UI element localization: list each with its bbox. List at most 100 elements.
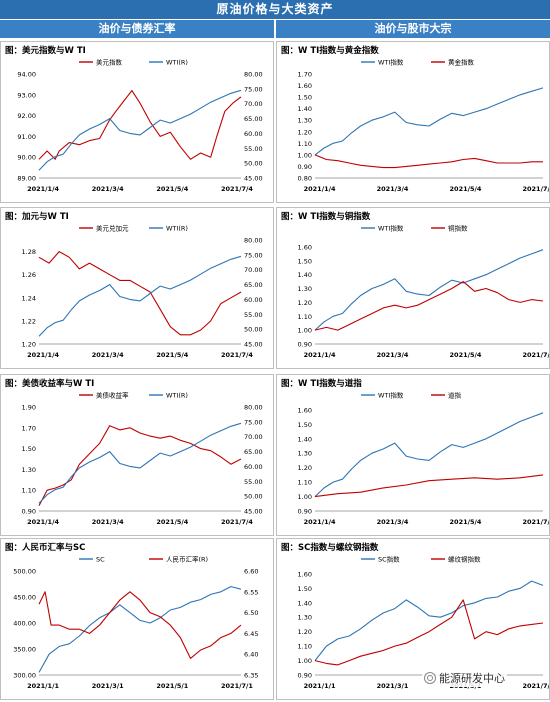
x-tick-label: 2021/7/4	[221, 185, 253, 193]
main-title: 原油价格与大类资产	[0, 0, 550, 19]
series-line-1	[38, 425, 242, 507]
series-line-1	[38, 90, 242, 160]
y-tick-label-left: 500.00	[13, 568, 36, 576]
series-line-2	[314, 599, 544, 666]
y-tick-label-left: 350.00	[13, 646, 36, 654]
y-tick-label-left: 1.50	[298, 257, 312, 265]
chart-title: 图：W TI指数与黄金指数	[281, 46, 379, 56]
x-tick-label: 2021/7/4	[522, 351, 550, 359]
y-tick-label-left: 1.30	[298, 614, 312, 622]
x-tick-label: 2021/5/4	[450, 518, 482, 526]
chart-plot: 0.90 1.00 1.10 1.20 1.30 1.40 1.50 1.60 2021/1/4…	[298, 391, 550, 527]
y-tick-label-right: 6.40	[244, 651, 258, 659]
y-tick-label-left: 0.90	[298, 163, 312, 171]
y-tick-label-left: 1.60	[298, 243, 312, 251]
y-tick-label-left: 1.20	[22, 341, 36, 349]
y-tick-label-left: 400.00	[13, 620, 36, 628]
x-tick-label: 2021/3/4	[92, 518, 124, 526]
series-line-2	[314, 281, 544, 331]
series-line-2	[314, 474, 544, 498]
legend-label: WTI指数	[378, 58, 404, 67]
y-tick-label-left: 1.50	[22, 445, 36, 453]
chart-plot: 0.80 0.90 1.00 1.10 1.20 1.30 1.40 1.50 1.60 1.70…	[298, 58, 550, 194]
chart-plot: 0.90 1.00 1.10 1.20 1.30 1.40 1.50 1.60 2021/1/4…	[298, 224, 550, 360]
y-tick-label-left: 1.30	[22, 466, 36, 474]
y-tick-label-left: 1.00	[298, 151, 312, 159]
y-tick-label-left: 0.90	[298, 672, 312, 680]
y-tick-label-right: 70.00	[244, 433, 263, 441]
legend-label: WTI(R)	[166, 392, 188, 400]
y-tick-label-right: 60.00	[244, 463, 263, 471]
x-tick-label: 2021/1/4	[27, 185, 59, 193]
x-tick-label: 2021/3/4	[377, 185, 409, 193]
y-tick-label-right: 75.00	[244, 418, 263, 426]
x-tick-label: 2021/5/4	[156, 351, 188, 359]
x-tick-label: 2021/7/4	[221, 518, 253, 526]
y-tick-label-right: 65.00	[244, 448, 263, 456]
y-tick-label-left: 1.40	[298, 435, 312, 443]
y-tick-label-left: 300.00	[13, 672, 36, 680]
legend-label: 螺纹钢指数	[448, 555, 481, 564]
series-line-2	[38, 255, 242, 337]
y-tick-label-left: 1.00	[298, 327, 312, 335]
y-tick-label-left: 94.00	[17, 71, 36, 79]
x-tick-label: 2021/3/4	[92, 185, 124, 193]
y-tick-label-left: 1.10	[298, 479, 312, 487]
y-tick-label-left: 1.30	[298, 285, 312, 293]
chart-panel-4: 图：人民币汇率与SC 300.00 350.00 400.00 450.00 500.00…	[0, 538, 274, 700]
x-tick-label: 2021/7/4	[522, 518, 550, 526]
x-tick-label: 2021/3/1	[92, 682, 124, 690]
chart-panel-8: 图：SC指数与螺纹钢指数 0.90 1.00 1.10 1.20 1.30 1.40 1.50…	[276, 538, 550, 700]
x-tick-label: 2021/1/4	[304, 185, 336, 193]
legend-label: 黄金指数	[448, 58, 475, 67]
series-line-2	[38, 422, 242, 504]
y-tick-label-left: 1.30	[298, 450, 312, 458]
x-tick-label: 2021/7/4	[522, 185, 550, 193]
y-tick-label-left: 1.60	[298, 406, 312, 414]
y-tick-label-left: 1.00	[298, 657, 312, 665]
series-line-2	[314, 154, 543, 169]
y-tick-label-left: 1.50	[298, 94, 312, 102]
x-tick-label: 2021/7/1	[522, 682, 550, 690]
chart-panel-5: 图：W TI指数与黄金指数 0.80 0.90 1.00 1.10 1.20 1.30 1.4…	[276, 41, 550, 203]
chart-plot: 1.20 1.22 1.24 1.26 1.28 45.00 50.00 55.00 60.00…	[22, 224, 263, 360]
x-tick-label: 2021/1/4	[27, 518, 59, 526]
y-tick-label-left: 1.20	[298, 128, 312, 136]
legend-label: 美元指数	[96, 58, 123, 67]
series-line-1	[314, 249, 544, 331]
y-tick-label-right: 75.00	[244, 85, 263, 93]
legend-label: WTI指数	[378, 224, 404, 233]
chart-title: 图：W TI指数与铜指数	[281, 212, 371, 222]
x-tick-label: 2021/5/4	[156, 185, 188, 193]
y-tick-label-left: 0.90	[298, 508, 312, 516]
watermark: 能源研发中心	[422, 669, 507, 687]
chart-plot: 0.90 1.10 1.30 1.50 1.70 1.90 45.00 50.00 55.00 6…	[22, 391, 263, 527]
y-tick-label-left: 1.70	[22, 424, 36, 432]
y-tick-label-left: 1.40	[298, 599, 312, 607]
y-tick-label-left: 91.00	[17, 133, 36, 141]
y-tick-label-left: 1.60	[298, 570, 312, 578]
y-tick-label-left: 89.00	[17, 175, 36, 183]
chart-title: 图：美债收益率与W TI	[5, 379, 95, 389]
series-line-1	[38, 251, 242, 336]
y-tick-label-left: 1.26	[22, 271, 36, 279]
chart-title: 图：加元与W TI	[5, 212, 69, 222]
series-line-1	[314, 580, 544, 661]
y-tick-label-left: 92.00	[17, 112, 36, 120]
x-tick-label: 2021/1/4	[304, 518, 336, 526]
right-section-header: 油价与股市大宗	[276, 20, 550, 38]
y-tick-label-right: 50.00	[244, 493, 263, 501]
legend-label: 铜指数	[448, 224, 468, 233]
series-line-1	[314, 412, 544, 497]
y-tick-label-left: 1.70	[298, 71, 312, 79]
x-tick-label: 2021/5/4	[450, 185, 482, 193]
x-tick-label: 2021/5/4	[156, 518, 188, 526]
y-tick-label-left: 1.20	[298, 299, 312, 307]
y-tick-label-left: 1.40	[298, 105, 312, 113]
y-tick-label-right: 6.60	[244, 568, 258, 576]
series-line-2	[38, 89, 242, 171]
x-tick-label: 2021/7/1	[221, 682, 253, 690]
series-line-2	[38, 591, 242, 659]
y-tick-label-right: 6.35	[244, 672, 258, 680]
y-tick-label-right: 60.00	[244, 296, 263, 304]
